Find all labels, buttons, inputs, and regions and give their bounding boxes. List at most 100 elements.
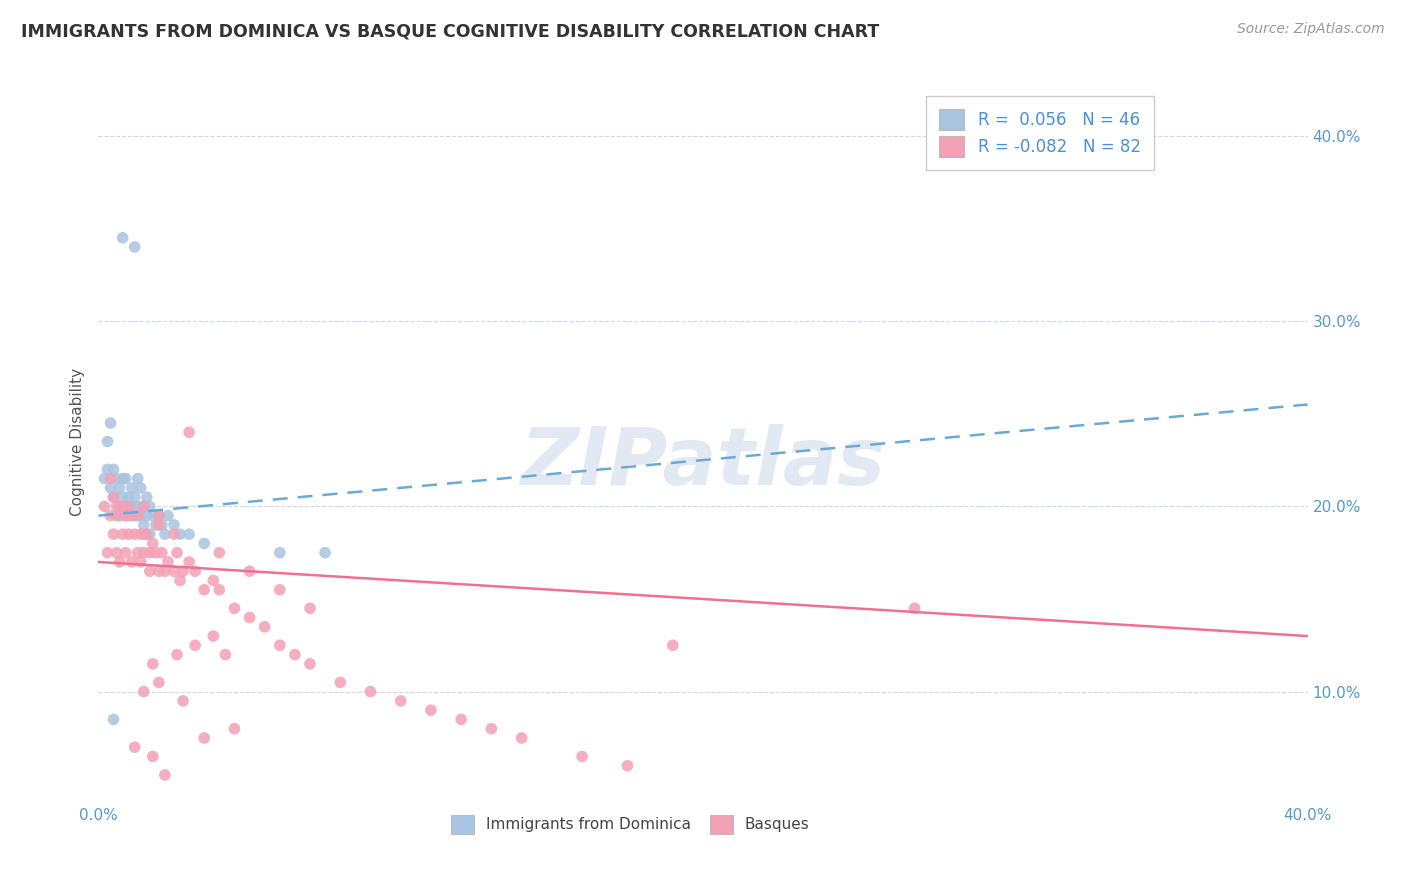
- Point: [360, 684, 382, 698]
- Point: [169, 527, 191, 541]
- Point: [124, 240, 146, 254]
- Legend: Immigrants from Dominica, Basques: Immigrants from Dominica, Basques: [439, 803, 823, 846]
- Point: [139, 527, 162, 541]
- Point: [148, 508, 170, 523]
- Point: [269, 546, 291, 560]
- Point: [135, 490, 157, 504]
- Point: [139, 546, 162, 560]
- Point: [184, 564, 207, 578]
- Point: [93, 500, 115, 514]
- Text: IMMIGRANTS FROM DOMINICA VS BASQUE COGNITIVE DISABILITY CORRELATION CHART: IMMIGRANTS FROM DOMINICA VS BASQUE COGNI…: [21, 22, 879, 40]
- Point: [329, 675, 352, 690]
- Point: [156, 508, 179, 523]
- Point: [142, 536, 165, 550]
- Point: [114, 472, 136, 486]
- Point: [135, 527, 157, 541]
- Point: [114, 508, 136, 523]
- Point: [166, 648, 188, 662]
- Point: [132, 546, 155, 560]
- Point: [135, 508, 157, 523]
- Point: [100, 508, 122, 523]
- Point: [510, 731, 533, 745]
- Point: [114, 508, 136, 523]
- Point: [208, 546, 231, 560]
- Point: [142, 657, 165, 671]
- Point: [450, 713, 472, 727]
- Point: [111, 472, 134, 486]
- Point: [142, 508, 165, 523]
- Point: [96, 546, 118, 560]
- Point: [145, 517, 167, 532]
- Point: [132, 500, 155, 514]
- Point: [150, 546, 173, 560]
- Point: [389, 694, 412, 708]
- Point: [169, 574, 191, 588]
- Point: [179, 555, 201, 569]
- Point: [132, 517, 155, 532]
- Point: [148, 508, 170, 523]
- Point: [96, 462, 118, 476]
- Point: [253, 620, 276, 634]
- Point: [166, 546, 188, 560]
- Point: [118, 500, 141, 514]
- Point: [139, 500, 162, 514]
- Point: [571, 749, 593, 764]
- Point: [163, 564, 186, 578]
- Point: [129, 481, 152, 495]
- Point: [111, 490, 134, 504]
- Point: [132, 684, 155, 698]
- Point: [103, 713, 125, 727]
- Point: [148, 675, 170, 690]
- Point: [121, 555, 143, 569]
- Point: [284, 648, 307, 662]
- Point: [142, 749, 165, 764]
- Point: [156, 555, 179, 569]
- Point: [103, 527, 125, 541]
- Point: [661, 638, 683, 652]
- Point: [127, 508, 149, 523]
- Point: [163, 527, 186, 541]
- Point: [179, 527, 201, 541]
- Point: [481, 722, 503, 736]
- Point: [111, 527, 134, 541]
- Point: [121, 481, 143, 495]
- Point: [124, 740, 146, 755]
- Point: [100, 472, 122, 486]
- Point: [148, 517, 170, 532]
- Point: [118, 508, 141, 523]
- Point: [100, 416, 122, 430]
- Text: ZIPatlas: ZIPatlas: [520, 425, 886, 502]
- Point: [269, 638, 291, 652]
- Point: [299, 601, 322, 615]
- Point: [193, 582, 215, 597]
- Point: [127, 472, 149, 486]
- Point: [129, 508, 152, 523]
- Point: [179, 425, 201, 440]
- Point: [239, 564, 262, 578]
- Point: [108, 481, 131, 495]
- Point: [103, 462, 125, 476]
- Point: [163, 517, 186, 532]
- Point: [111, 500, 134, 514]
- Point: [202, 629, 225, 643]
- Point: [124, 490, 146, 504]
- Point: [153, 564, 176, 578]
- Point: [105, 500, 128, 514]
- Point: [299, 657, 322, 671]
- Point: [105, 508, 128, 523]
- Point: [124, 527, 146, 541]
- Point: [127, 546, 149, 560]
- Y-axis label: Cognitive Disability: Cognitive Disability: [69, 368, 84, 516]
- Point: [616, 758, 638, 772]
- Point: [269, 582, 291, 597]
- Point: [129, 527, 152, 541]
- Point: [100, 481, 122, 495]
- Text: Source: ZipAtlas.com: Source: ZipAtlas.com: [1237, 22, 1385, 37]
- Point: [103, 490, 125, 504]
- Point: [184, 638, 207, 652]
- Point: [172, 694, 194, 708]
- Point: [202, 574, 225, 588]
- Point: [145, 546, 167, 560]
- Point: [105, 546, 128, 560]
- Point: [108, 555, 131, 569]
